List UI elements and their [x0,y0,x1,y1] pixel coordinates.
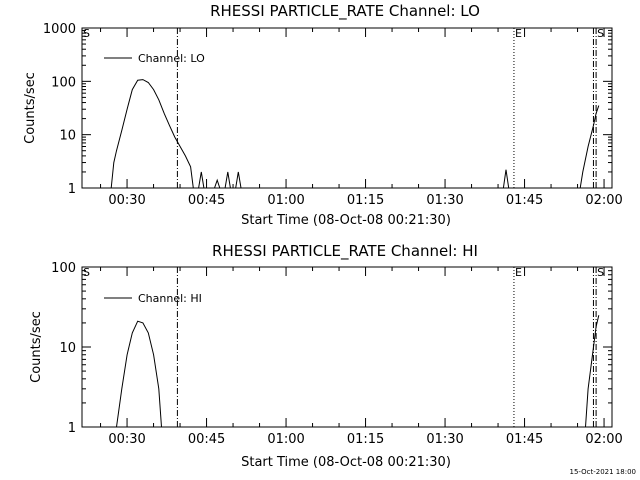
panel-hi: RHESSI PARTICLE_RATE Channel: HI S E S 1 10… [29,242,623,470]
y-axis-label: Counts/sec [23,72,38,144]
x-tick-label: 00:45 [188,193,225,208]
x-tick-label: 01:15 [347,432,384,447]
series-line-hi [82,315,600,428]
panel-lo: RHESSI PARTICLE_RATE Channel: LO S E S 1 10… [23,2,623,228]
series-line-lo [82,79,600,189]
x-tick-label: 02:00 [585,432,622,447]
generated-timestamp: 15-Oct-2021 18:00 [570,468,636,476]
x-axis-ticks: 00:30 00:45 01:00 01:15 01:30 01:45 02:00 [100,267,623,447]
y-tick-label: 1 [68,421,76,436]
y-tick-label: 1 [68,182,76,197]
chart-title: RHESSI PARTICLE_RATE Channel: HI [212,242,478,261]
x-axis-label: Start Time (08-Oct-08 00:21:30) [241,213,451,228]
x-tick-label: 00:45 [188,432,225,447]
x-tick-label: 01:30 [426,432,463,447]
x-tick-label: 01:45 [506,432,543,447]
x-tick-label: 01:45 [506,193,543,208]
y-tick-label: 100 [51,261,76,276]
x-tick-label: 01:30 [426,193,463,208]
event-marker-label: S [597,266,604,279]
event-marker-label: E [515,266,522,279]
x-axis-label: Start Time (08-Oct-08 00:21:30) [241,455,451,470]
y-tick-label: 10 [59,341,76,356]
x-tick-label: 02:00 [585,193,622,208]
event-marker-label: S [597,27,604,40]
y-tick-label: 100 [51,75,76,90]
x-axis-ticks: 00:30 00:45 01:00 01:15 01:30 01:45 02:00 [100,28,623,208]
y-tick-label: 1000 [43,22,76,37]
x-tick-label: 01:15 [347,193,384,208]
x-tick-label: 00:30 [108,193,145,208]
event-marker-label: S [83,27,90,40]
legend-label: Channel: HI [138,292,202,305]
y-tick-label: 10 [59,129,76,144]
event-marker-label: E [515,27,522,40]
x-tick-label: 00:30 [108,432,145,447]
x-tick-label: 01:00 [267,193,304,208]
y-axis-label: Counts/sec [29,311,44,383]
legend-label: Channel: LO [138,52,205,65]
event-marker-label: S [83,266,90,279]
x-tick-label: 01:00 [267,432,304,447]
chart-title: RHESSI PARTICLE_RATE Channel: LO [210,2,480,21]
y-axis-ticks: 1 10 100 1000 [43,22,612,197]
